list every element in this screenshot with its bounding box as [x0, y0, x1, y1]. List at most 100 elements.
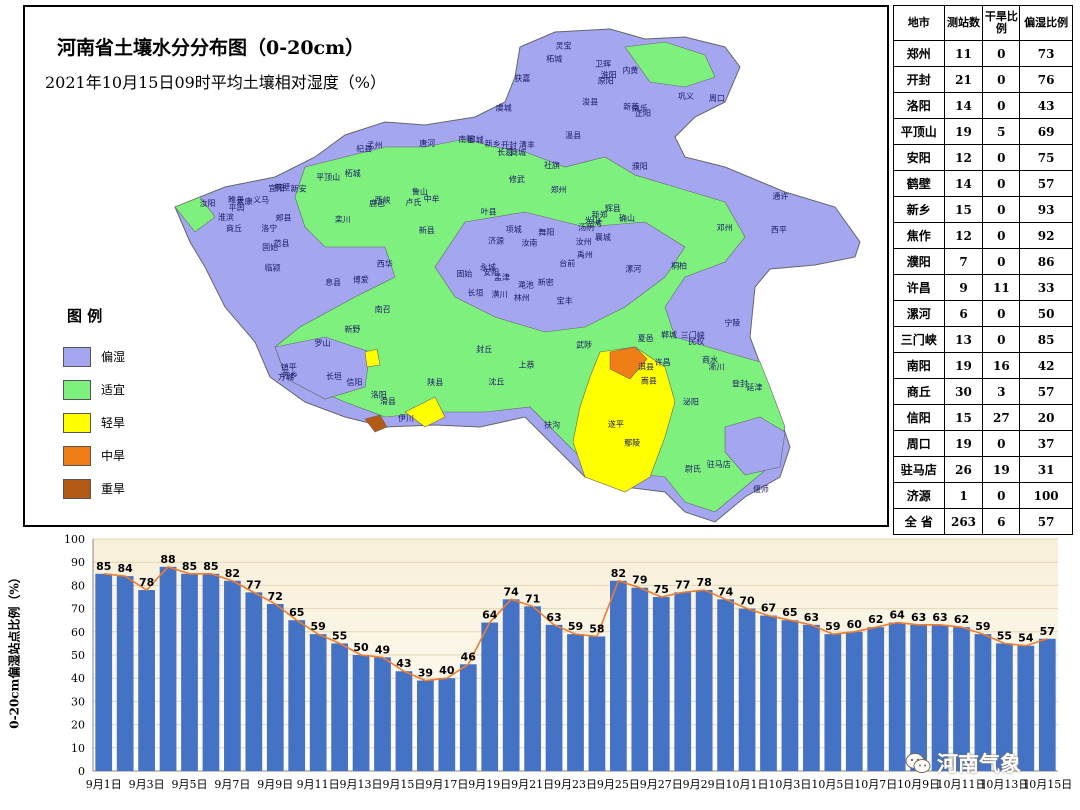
- x-tick-label: 10月13日: [979, 778, 1029, 791]
- cell-drought-ratio: 0: [982, 196, 1021, 223]
- cell-station-count: 26: [943, 456, 984, 483]
- cell-station-count: 15: [943, 196, 984, 223]
- place-label: 伊川: [398, 413, 414, 423]
- legend-item-suitable: 适宜: [63, 373, 125, 406]
- bar: [138, 590, 155, 771]
- cell-station-count: 21: [943, 66, 984, 93]
- watermark: 河南气象: [905, 748, 1021, 778]
- place-label: 固始: [456, 269, 472, 279]
- place-label: 鲁山: [412, 187, 428, 197]
- table-row: 平顶山 19 5 69: [893, 118, 1073, 145]
- place-label: 叶县: [481, 207, 497, 216]
- cell-station-count: 19: [943, 430, 984, 457]
- bar-value-label: 75: [654, 583, 669, 596]
- legend-swatch: [63, 379, 91, 400]
- bar-value-label: 88: [160, 553, 175, 566]
- place-label: 武陟: [576, 340, 592, 350]
- place-label: 鹤壁: [274, 182, 290, 192]
- bar: [374, 657, 391, 771]
- place-label: 巩义: [678, 92, 694, 101]
- bar: [652, 597, 670, 771]
- cell-station-count: 19: [943, 118, 984, 145]
- place-label: 内黄: [622, 65, 638, 75]
- place-label: 汤阴: [578, 223, 594, 232]
- legend-item-moderate-drought: 中旱: [63, 439, 125, 472]
- bar: [1017, 645, 1035, 771]
- cell-wet-ratio: 92: [1019, 222, 1073, 249]
- bar: [266, 603, 284, 771]
- place-label: 孟津: [494, 272, 510, 282]
- cell-wet-ratio: 50: [1019, 300, 1073, 327]
- place-label: 郸城: [661, 329, 677, 339]
- place-label: 南乐: [632, 103, 648, 113]
- x-tick-label: 9月9日: [257, 778, 293, 791]
- place-label: 尉氏: [685, 464, 701, 474]
- cell-city: 平顶山: [893, 118, 945, 145]
- cell-station-count: 19: [943, 352, 984, 379]
- place-label: 嵩县: [641, 377, 657, 386]
- bar: [996, 643, 1013, 771]
- y-tick-label: 30: [71, 695, 85, 708]
- cell-city: 鹤壁: [893, 170, 945, 197]
- y-tick-label: 50: [71, 649, 85, 662]
- place-label: 驻马店: [707, 459, 731, 469]
- bar-value-label: 78: [697, 576, 712, 589]
- legend-label: 适宜: [101, 383, 126, 397]
- place-label: 项城: [506, 225, 522, 234]
- place-label: 新密: [538, 277, 554, 287]
- bar-value-label: 74: [718, 585, 734, 598]
- bar: [910, 624, 927, 771]
- place-label: 获嘉: [514, 73, 530, 83]
- bar-value-label: 63: [546, 611, 561, 624]
- legend-label: 轻旱: [101, 416, 126, 430]
- bar: [674, 592, 692, 771]
- light-drought-zone-small: [364, 348, 381, 368]
- table-row: 濮阳 7 0 86: [893, 248, 1073, 275]
- place-label: 上蔡: [518, 359, 534, 369]
- y-tick-label: 10: [71, 742, 85, 755]
- place-label: 邓州: [717, 224, 733, 233]
- y-tick-label: 100: [64, 533, 85, 546]
- bar-value-label: 58: [589, 622, 604, 635]
- table-header-row: 地市 测站数 干旱比例 偏湿比例: [893, 5, 1073, 41]
- place-label: 唐河: [419, 138, 435, 148]
- cell-drought-ratio: 0: [982, 92, 1021, 119]
- bar: [159, 566, 177, 771]
- bar-value-label: 59: [825, 620, 840, 633]
- place-label: 偃师: [753, 484, 769, 494]
- place-label: 确山: [619, 213, 635, 223]
- cell-station-count: 263: [943, 508, 984, 535]
- place-label: 三门峡: [681, 330, 705, 340]
- place-label: 淅川: [709, 362, 725, 372]
- map-legend: 图 例 偏湿 适宜 轻旱 中旱 重旱: [63, 305, 125, 505]
- x-tick-label: 10月9日: [897, 778, 940, 791]
- table-row: 周口 19 0 37: [893, 430, 1073, 457]
- place-label: 濮阳: [632, 161, 648, 171]
- place-label: 孟州: [367, 140, 383, 150]
- place-label: 沈丘: [488, 376, 504, 386]
- place-label: 夏邑: [638, 334, 654, 343]
- bar-value-label: 55: [997, 629, 1012, 642]
- suitable-zone-west: [174, 196, 216, 233]
- cell-city: 信阳: [893, 404, 945, 431]
- bar-value-label: 50: [353, 641, 369, 654]
- place-label: 潢川: [492, 289, 508, 299]
- cell-drought-ratio: 0: [982, 170, 1021, 197]
- bar: [95, 573, 113, 771]
- place-label: 杞县: [356, 144, 372, 154]
- place-label: 洛阳: [371, 389, 387, 399]
- x-tick-label: 9月3日: [129, 778, 165, 791]
- x-tick-label: 10月11日: [937, 778, 987, 791]
- legend-item-severe-drought: 重旱: [63, 472, 125, 505]
- place-label: 辉县: [605, 204, 621, 213]
- cell-station-count: 14: [943, 92, 984, 119]
- cell-station-count: 1: [943, 482, 984, 509]
- bar-value-label: 63: [911, 611, 926, 624]
- cell-city: 周口: [893, 430, 945, 457]
- bar-value-label: 85: [182, 560, 197, 573]
- cell-drought-ratio: 0: [982, 144, 1021, 171]
- bar-value-label: 60: [847, 618, 863, 631]
- bar: [717, 599, 734, 771]
